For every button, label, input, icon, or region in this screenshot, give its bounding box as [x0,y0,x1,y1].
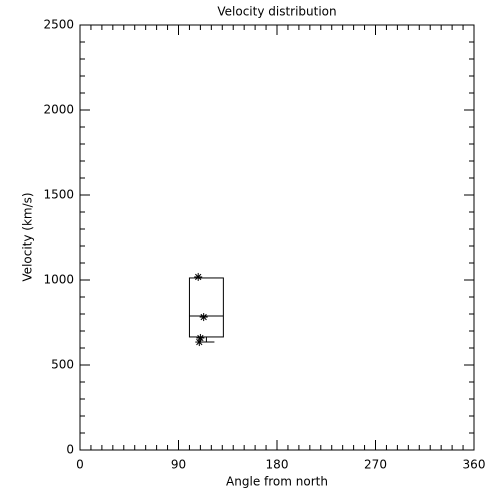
y-tick-label: 2000 [43,103,74,117]
chart-title: Velocity distribution [217,5,336,19]
y-tick-label: 500 [51,358,74,372]
plot-frame [79,24,475,451]
x-tick-label: 0 [76,458,84,472]
point-stroke [195,273,202,281]
point-stroke [197,334,204,342]
x-tick-label: 180 [266,458,289,472]
point [199,313,208,322]
y-axis-label: Velocity (km/s) [21,192,35,281]
x-tick-label: 90 [171,458,186,472]
y-tick-label: 1000 [43,273,74,287]
y-tick-label: 1500 [43,188,74,202]
point [194,272,203,281]
y-tick-label: 0 [66,443,74,457]
x-tick-label: 270 [364,458,387,472]
x-tick-label: 360 [463,458,486,472]
box [188,277,224,338]
point [196,333,205,342]
point-stroke [200,313,207,321]
x-axis-label: Angle from north [226,475,328,489]
point [195,338,204,347]
point-stroke [196,338,203,346]
y-tick-label: 2500 [43,18,74,32]
